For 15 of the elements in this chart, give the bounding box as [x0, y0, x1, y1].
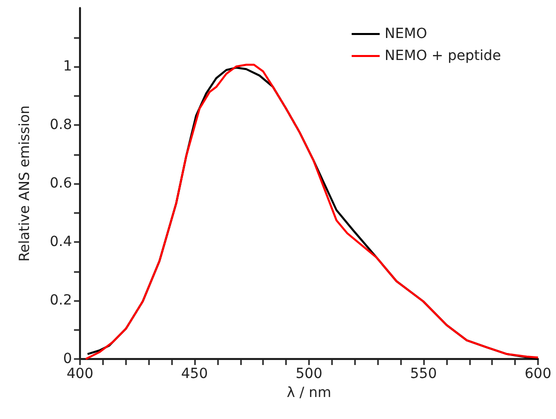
x-tick-label: 550	[410, 366, 437, 382]
x-tick-label: 450	[181, 366, 208, 382]
y-tick-label: 0.8	[50, 117, 72, 133]
y-tick-label: 0.2	[50, 292, 72, 308]
legend-label: NEMO + peptide	[384, 48, 502, 64]
x-tick-label: 600	[524, 366, 552, 382]
y-tick-label: 0.4	[50, 234, 72, 250]
x-axis-title: λ / nm	[286, 384, 332, 401]
y-tick-label: 0	[63, 351, 72, 367]
y-tick-label: 1	[63, 58, 72, 74]
y-axis-title: Relative ANS emission	[17, 105, 33, 262]
y-tick-label: 0.6	[50, 176, 72, 192]
x-tick-label: 400	[66, 366, 94, 382]
x-tick-label: 500	[296, 366, 322, 382]
legend-label: NEMO	[384, 26, 428, 42]
